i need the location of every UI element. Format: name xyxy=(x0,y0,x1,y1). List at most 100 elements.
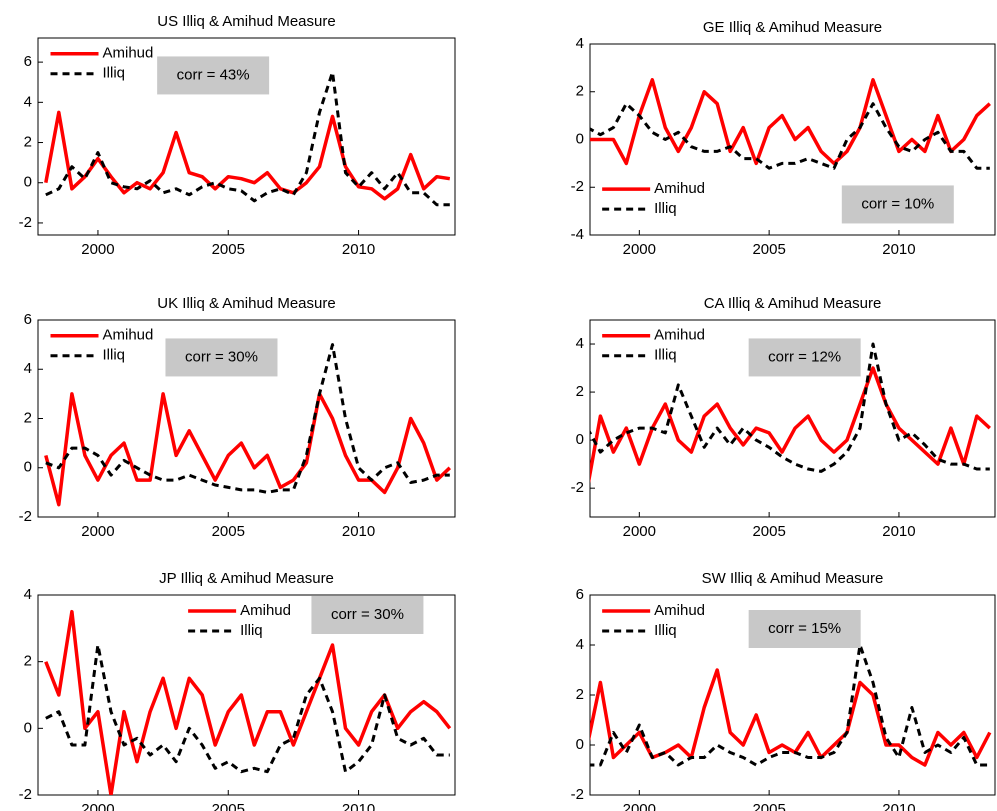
chart-title: CA Illiq & Amihud Measure xyxy=(704,295,882,312)
y-tick-label: 0 xyxy=(24,719,32,736)
x-tick-label: 2005 xyxy=(752,241,785,258)
y-tick-label: 0 xyxy=(24,174,32,191)
series-line xyxy=(590,643,990,767)
x-tick-label: 2010 xyxy=(882,241,915,258)
legend-label: Illiq xyxy=(654,347,677,364)
x-tick-label: 2000 xyxy=(623,241,656,258)
x-tick-label: 2010 xyxy=(342,241,375,258)
y-tick-label: 4 xyxy=(24,586,32,603)
series-line xyxy=(590,366,991,484)
legend-label: Illiq xyxy=(103,65,126,82)
series-line xyxy=(44,110,451,201)
annotation: corr = 12% xyxy=(768,348,841,365)
y-tick-label: 2 xyxy=(576,686,584,703)
x-tick-label: 2000 xyxy=(81,523,114,540)
annotation-box xyxy=(841,185,954,224)
legend-label: Illiq xyxy=(240,622,263,639)
annotation: corr = 43% xyxy=(177,66,250,83)
y-tick-label: 0 xyxy=(24,459,32,476)
legend-label: Amihud xyxy=(654,180,705,197)
annotation-box xyxy=(165,338,278,377)
y-tick-label: 2 xyxy=(24,653,32,670)
legend-label: Illiq xyxy=(654,622,677,639)
plot-area xyxy=(44,609,452,795)
legend-label: Amihud xyxy=(103,327,154,344)
legend-label: Illiq xyxy=(103,347,126,364)
subplot: CA Illiq & Amihud Measure -2 0 2 4 2000 2005 20… xyxy=(571,295,996,540)
chart-title: UK Illiq & Amihud Measure xyxy=(157,295,335,312)
y-tick-label: -2 xyxy=(19,214,32,231)
series-line xyxy=(44,609,452,795)
subplot: SW Illiq & Amihud Measure -2 0 2 4 6 2000 2005 2… xyxy=(571,570,996,811)
y-tick-label: 6 xyxy=(24,53,32,70)
x-tick-label: 2005 xyxy=(212,523,245,540)
series-line xyxy=(590,78,991,166)
x-tick-label: 2000 xyxy=(81,241,114,258)
legend-label: Amihud xyxy=(654,327,705,344)
annotation-box xyxy=(748,610,861,648)
y-tick-label: 4 xyxy=(24,93,32,110)
legend-label: Amihud xyxy=(240,602,291,619)
y-tick-label: 2 xyxy=(576,83,584,100)
series-line xyxy=(590,342,990,473)
y-tick-label: 2 xyxy=(24,133,32,150)
series-line xyxy=(590,102,990,170)
x-tick-label: 2010 xyxy=(882,801,915,811)
series-line xyxy=(45,70,450,207)
annotation: corr = 15% xyxy=(768,620,841,637)
plot-area xyxy=(590,78,991,170)
plot-area xyxy=(44,343,452,507)
x-tick-label: 2005 xyxy=(212,801,245,811)
y-tick-label: 0 xyxy=(576,130,584,147)
annotation-box xyxy=(748,338,861,377)
annotation-box xyxy=(157,56,270,95)
annotation: corr = 30% xyxy=(331,606,404,623)
chart-title: US Illiq & Amihud Measure xyxy=(157,13,335,30)
x-tick-label: 2005 xyxy=(752,801,785,811)
subplot: JP Illiq & Amihud Measure -2 0 2 4 2000 2005 20… xyxy=(19,570,456,811)
x-tick-label: 2005 xyxy=(752,523,785,540)
subplot: US Illiq & Amihud Measure -2 0 2 4 6 2000 2005 2… xyxy=(19,13,456,258)
y-tick-label: 4 xyxy=(576,636,584,653)
plot-area xyxy=(590,342,991,484)
annotation: corr = 30% xyxy=(185,348,258,365)
y-tick-label: -2 xyxy=(571,178,584,195)
subplot: UK Illiq & Amihud Measure -2 0 2 4 6 2000 2005 2… xyxy=(19,295,456,540)
legend-label: Amihud xyxy=(103,45,154,62)
legend-label: Illiq xyxy=(654,200,677,217)
y-tick-label: -2 xyxy=(19,508,32,525)
series-line xyxy=(44,392,452,507)
y-tick-label: 2 xyxy=(576,383,584,400)
y-tick-label: 4 xyxy=(24,360,32,377)
legend-label: Amihud xyxy=(654,602,705,619)
x-tick-label: 2000 xyxy=(81,801,114,811)
x-tick-label: 2000 xyxy=(623,523,656,540)
y-tick-label: 0 xyxy=(576,431,584,448)
plot-area xyxy=(590,643,992,767)
y-tick-label: 6 xyxy=(576,586,584,603)
x-tick-label: 2000 xyxy=(623,801,656,811)
x-tick-label: 2010 xyxy=(342,523,375,540)
y-tick-label: -4 xyxy=(571,226,584,243)
y-tick-label: 2 xyxy=(24,409,32,426)
series-line xyxy=(45,343,450,494)
y-tick-label: 4 xyxy=(576,35,584,52)
x-tick-label: 2010 xyxy=(882,523,915,540)
chart-title: JP Illiq & Amihud Measure xyxy=(159,570,334,587)
x-tick-label: 2010 xyxy=(342,801,375,811)
series-line xyxy=(590,668,992,767)
annotation-box xyxy=(311,596,424,634)
y-tick-label: -2 xyxy=(19,786,32,803)
y-tick-label: -2 xyxy=(571,479,584,496)
chart-title: SW Illiq & Amihud Measure xyxy=(702,570,884,587)
plot-area xyxy=(44,70,451,207)
x-tick-label: 2005 xyxy=(212,241,245,258)
series-line xyxy=(45,643,450,774)
y-tick-label: 0 xyxy=(576,736,584,753)
y-tick-label: -2 xyxy=(571,786,584,803)
subplot: GE Illiq & Amihud Measure -4 -2 0 2 4 2000 2005… xyxy=(571,19,996,258)
chart-title: GE Illiq & Amihud Measure xyxy=(703,19,882,36)
y-tick-label: 4 xyxy=(576,335,584,352)
